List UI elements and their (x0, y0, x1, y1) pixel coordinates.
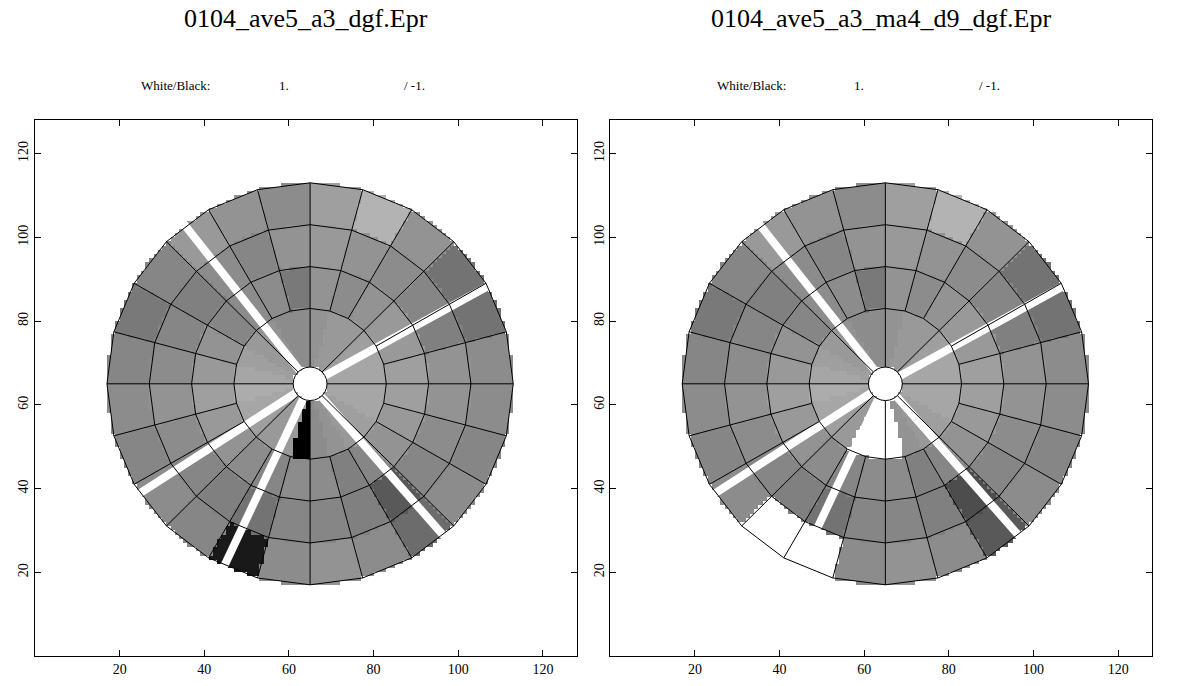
svg-text:60: 60 (857, 662, 871, 677)
svg-text:120: 120 (16, 141, 31, 162)
svg-text:20: 20 (688, 662, 702, 677)
svg-text:0104_ave5_a3_ma4_d9_dgf.Epr: 0104_ave5_a3_ma4_d9_dgf.Epr (711, 4, 1051, 33)
svg-text:100: 100 (448, 662, 469, 677)
svg-text:100: 100 (16, 225, 31, 246)
svg-text:100: 100 (592, 225, 607, 246)
svg-text:20: 20 (16, 563, 31, 577)
svg-text:40: 40 (197, 662, 211, 677)
svg-text:100: 100 (1023, 662, 1044, 677)
svg-text:80: 80 (592, 312, 607, 326)
svg-text:40: 40 (773, 662, 787, 677)
svg-text:White/Black:: White/Black: (717, 78, 786, 93)
svg-text:80: 80 (367, 662, 381, 677)
svg-text:60: 60 (16, 396, 31, 410)
svg-text:20: 20 (113, 662, 127, 677)
svg-text:1.: 1. (279, 78, 289, 93)
svg-text:1.: 1. (854, 78, 864, 93)
svg-text:120: 120 (1108, 662, 1129, 677)
svg-text:20: 20 (592, 563, 607, 577)
svg-text:40: 40 (592, 479, 607, 493)
svg-text:40: 40 (16, 479, 31, 493)
svg-text:120: 120 (592, 141, 607, 162)
svg-text:80: 80 (942, 662, 956, 677)
svg-text:/ -1.: / -1. (979, 78, 1000, 93)
svg-text:White/Black:: White/Black: (141, 78, 210, 93)
svg-text:0104_ave5_a3_dgf.Epr: 0104_ave5_a3_dgf.Epr (184, 4, 428, 33)
svg-text:/ -1.: / -1. (404, 78, 425, 93)
svg-text:60: 60 (592, 396, 607, 410)
svg-text:80: 80 (16, 312, 31, 326)
svg-text:60: 60 (282, 662, 296, 677)
svg-text:120: 120 (532, 662, 553, 677)
